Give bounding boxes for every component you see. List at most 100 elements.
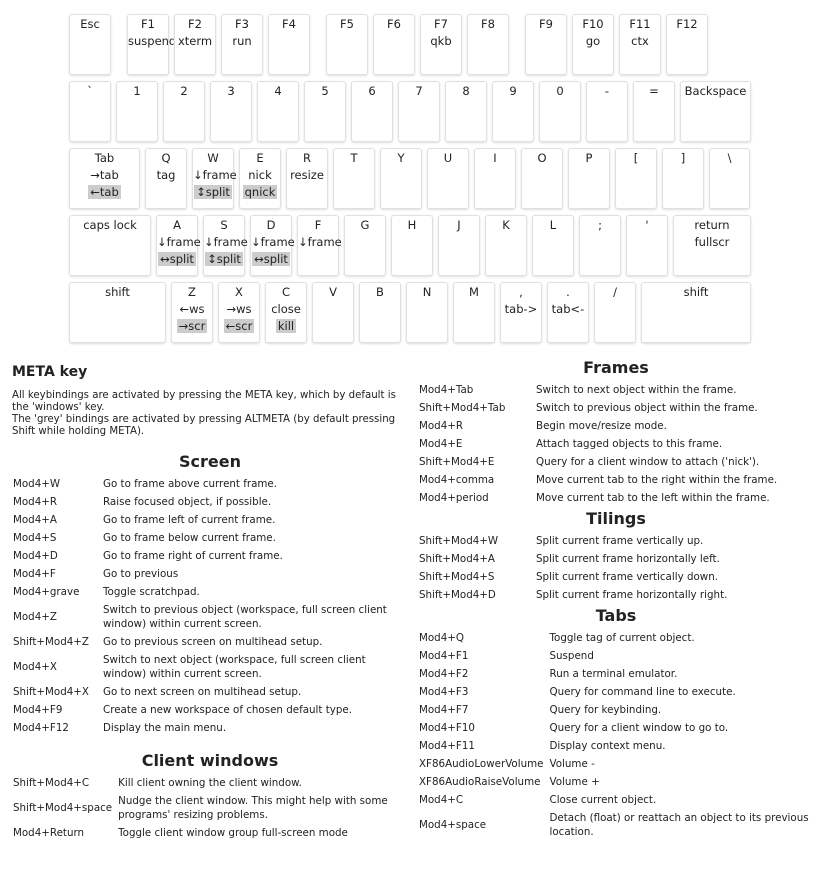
key: F3 run	[221, 14, 263, 75]
binding-key: Shift+Mod4+Z	[13, 636, 89, 648]
key-label: shift	[105, 285, 130, 299]
binding-row: Mod4+F Go to previous	[10, 565, 410, 583]
key-binding: ↓frame	[298, 235, 342, 249]
key-label: P	[585, 151, 593, 165]
key: D ↓frame ↔split	[250, 215, 295, 276]
binding-key: Shift+Mod4+E	[419, 456, 495, 468]
key-label: [	[633, 151, 639, 165]
key-label: -	[604, 84, 610, 98]
key-label: K	[502, 218, 510, 232]
key-label: 1	[133, 84, 141, 98]
key-label: O	[537, 151, 547, 165]
key-label: 9	[509, 84, 517, 98]
binding-row: Mod4+space Detach (float) or reattach an …	[416, 809, 816, 841]
key-grey-binding: ←tab	[88, 185, 121, 199]
bindings-table: Mod4+W Go to frame above current frame. Mo…	[10, 475, 410, 737]
binding-row: Mod4+F10 Query for a client window to go …	[416, 719, 816, 737]
key-binding: suspend	[128, 34, 177, 48]
key-label: 4	[274, 84, 282, 98]
binding-row: Shift+Mod4+W Split current frame vertical…	[416, 532, 816, 550]
key: 1	[116, 81, 158, 142]
key-label: M	[469, 285, 479, 299]
key: O	[521, 148, 563, 209]
binding-row: Mod4+F11 Display context menu.	[416, 737, 816, 755]
key-label: D	[266, 218, 276, 232]
key: Z ←ws →scr	[171, 282, 213, 343]
key: F2 xterm	[174, 14, 216, 75]
binding-key: Mod4+F11	[419, 740, 475, 752]
key: 0	[539, 81, 581, 142]
binding-key: Mod4+E	[419, 438, 463, 450]
help: META key All keybindings are activated b…	[10, 356, 816, 842]
key-grey-line: ↕split	[204, 251, 244, 268]
key-binding: ↓frame	[157, 235, 201, 249]
key: caps lock	[69, 215, 151, 276]
bindings-table: Shift+Mod4+W Split current frame vertical…	[416, 532, 816, 604]
binding-desc: Begin move/resize mode.	[536, 420, 667, 432]
binding-desc: Query for a client window to go to.	[549, 722, 729, 734]
section: Tabs Mod4+Q Toggle tag of current object. M…	[416, 606, 816, 841]
binding-desc: Query for keybinding.	[549, 704, 662, 716]
key-binding: ctx	[631, 34, 649, 48]
binding-row: Shift+Mod4+A Split current frame horizont…	[416, 550, 816, 568]
key: L	[532, 215, 574, 276]
key-label: ,	[519, 285, 523, 299]
key-label: F6	[387, 17, 401, 31]
binding-desc: Go to frame right of current frame.	[103, 550, 283, 562]
key: M	[453, 282, 495, 343]
key: T	[333, 148, 375, 209]
binding-key: Mod4+W	[13, 478, 61, 490]
binding-desc: Go to frame above current frame.	[103, 478, 278, 490]
binding-desc: Move current tab to the right within the…	[536, 474, 778, 486]
binding-row: Mod4+Q Toggle tag of current object.	[416, 629, 816, 647]
key-grey-line: ↔split	[251, 251, 291, 268]
binding-key: Mod4+F9	[13, 704, 63, 716]
binding-desc: Go to next screen on multihead setup.	[103, 686, 302, 698]
key-grey-line: →scr	[172, 318, 212, 335]
binding-key: Mod4+Tab	[419, 384, 474, 396]
key: F12	[666, 14, 708, 75]
binding-desc: Toggle scratchpad.	[103, 586, 200, 598]
binding-key: Mod4+F7	[419, 704, 469, 716]
key: Esc	[69, 14, 111, 75]
key: 7	[398, 81, 440, 142]
binding-row: Shift+Mod4+Z Go to previous screen on mul…	[10, 633, 410, 651]
binding-row: Mod4+F2 Run a terminal emulator.	[416, 665, 816, 683]
binding-desc: Kill client owning the client window.	[118, 777, 302, 789]
binding-desc: Go to frame left of current frame.	[103, 514, 276, 526]
key-label: V	[329, 285, 337, 299]
key-label: 0	[556, 84, 564, 98]
key-row: Esc F1 suspend F2 xterm F3 run F4 F5 F6 F7 qkb F8 F9 F…	[69, 14, 756, 75]
key: K	[485, 215, 527, 276]
binding-key: Shift+Mod4+Tab	[419, 402, 506, 414]
key-binding: →tab	[90, 168, 119, 182]
key: shift	[641, 282, 751, 343]
key-binding: xterm	[177, 34, 213, 48]
binding-row: Shift+Mod4+space Nudge the client window.…	[10, 792, 410, 824]
section-title: Tilings	[586, 509, 646, 528]
key-label: ;	[598, 218, 602, 232]
key: /	[594, 282, 636, 343]
binding-desc: Query for command line to execute.	[549, 686, 736, 698]
key: F ↓frame	[297, 215, 342, 276]
binding-key: Mod4+F10	[419, 722, 475, 734]
key-label: F3	[235, 17, 249, 31]
binding-key: Mod4+grave	[13, 586, 80, 598]
key-label: .	[566, 285, 570, 299]
binding-key: Mod4+R	[13, 496, 58, 508]
key-label: C	[281, 285, 291, 299]
binding-desc: Move current tab to the left within the …	[536, 492, 770, 504]
right-column: Frames Mod4+Tab Switch to next object with…	[416, 356, 816, 842]
key-grey-line: ←scr	[219, 318, 259, 335]
key-label: 7	[415, 84, 423, 98]
binding-row: Mod4+comma Move current tab to the right …	[416, 471, 816, 489]
key: `	[69, 81, 111, 142]
binding-key: Mod4+comma	[419, 474, 495, 486]
key-grey-binding: qnick	[242, 185, 278, 199]
key-binding: fullscr	[694, 235, 730, 249]
bindings-table: Mod4+Tab Switch to next object within the…	[416, 381, 816, 507]
binding-row: Mod4+F9 Create a new workspace of chosen …	[10, 701, 410, 719]
